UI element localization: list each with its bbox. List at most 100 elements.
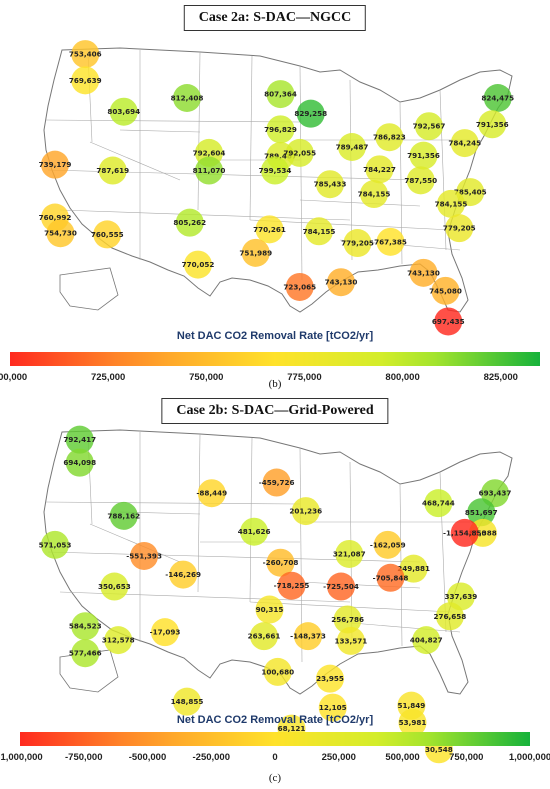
site-value-label: 792,417 bbox=[63, 435, 96, 444]
site-marker bbox=[478, 110, 507, 139]
colorbar-tick-label: -500,000 bbox=[128, 752, 167, 763]
colorbar-label: Net DAC CO2 Removal Rate [tCO2/yr] bbox=[176, 714, 374, 726]
site-value-label: 799,534 bbox=[259, 166, 292, 175]
site-marker bbox=[71, 40, 100, 69]
site-value-label: 787,550 bbox=[404, 176, 437, 185]
site-value-label: 785,433 bbox=[314, 180, 347, 189]
site-value-label: -148,373 bbox=[290, 632, 326, 641]
panel-caption: (c) bbox=[268, 772, 282, 784]
site-marker bbox=[71, 639, 100, 668]
us-map: 792,417 694,098 788,162 -88,449 -459,726 201,… bbox=[39, 425, 513, 764]
site-value-label: 148,855 bbox=[171, 697, 204, 706]
site-value-label: 201,236 bbox=[289, 507, 322, 516]
site-marker bbox=[173, 687, 201, 716]
state-border bbox=[249, 55, 253, 221]
site-marker bbox=[93, 220, 122, 249]
colorbar-tick-label: 1,000,000 bbox=[508, 752, 550, 763]
site-marker bbox=[266, 548, 295, 577]
site-value-label: 337,639 bbox=[445, 592, 478, 601]
site-value-label: 807,364 bbox=[264, 90, 297, 99]
site-value-label: 770,052 bbox=[182, 260, 215, 269]
site-marker bbox=[467, 498, 496, 527]
site-marker bbox=[294, 622, 322, 651]
site-value-label: 784,155 bbox=[435, 199, 468, 208]
site-marker bbox=[98, 156, 127, 185]
state-border bbox=[45, 501, 301, 505]
site-value-label: 803,694 bbox=[107, 107, 140, 116]
site-marker bbox=[424, 489, 453, 518]
state-border bbox=[89, 523, 181, 563]
state-border bbox=[197, 51, 201, 211]
site-marker bbox=[376, 563, 405, 592]
colorbar bbox=[20, 732, 530, 746]
colorbar-tick-label: 800,000 bbox=[385, 372, 420, 383]
site-marker bbox=[336, 626, 365, 655]
site-marker bbox=[266, 80, 295, 109]
site-marker bbox=[240, 517, 269, 546]
site-value-label: 767,385 bbox=[374, 237, 407, 246]
site-value-label: 584,523 bbox=[69, 622, 102, 631]
site-value-label: 760,992 bbox=[39, 213, 72, 222]
site-marker bbox=[255, 215, 284, 244]
site-marker bbox=[285, 138, 314, 167]
site-value-label: 571,053 bbox=[39, 540, 72, 549]
site-value-label: 51,849 bbox=[398, 701, 426, 710]
site-marker bbox=[71, 612, 100, 641]
colorbar-tick-label: 750,000 bbox=[449, 752, 484, 763]
site-value-label: 350,653 bbox=[98, 582, 131, 591]
colorbar-tick-label: 825,000 bbox=[483, 372, 518, 383]
site-marker bbox=[109, 501, 138, 530]
site-value-label: 753,406 bbox=[69, 50, 102, 59]
site-value-label: 851,697 bbox=[465, 508, 498, 517]
site-value-label: -725,504 bbox=[323, 582, 359, 591]
site-value-label: 697,435 bbox=[432, 317, 465, 326]
panel-title: Case 2b: S-DAC—Grid-Powered bbox=[161, 398, 389, 424]
colorbar-tick-label: -750,000 bbox=[64, 752, 103, 763]
site-marker bbox=[46, 219, 75, 248]
site-value-label: -17,093 bbox=[150, 628, 181, 637]
site-value-label: 249,881 bbox=[397, 564, 430, 573]
site-marker bbox=[318, 693, 347, 722]
site-value-label: 811,070 bbox=[193, 166, 226, 175]
state-border bbox=[249, 219, 453, 231]
site-value-label: 791,356 bbox=[476, 120, 509, 129]
site-value-label: 792,055 bbox=[283, 148, 316, 157]
site-value-label: 739,179 bbox=[39, 160, 72, 169]
colorbar-label: Net DAC CO2 Removal Rate [tCO2/yr] bbox=[176, 330, 374, 342]
site-value-label: 784,155 bbox=[303, 227, 336, 236]
site-marker bbox=[409, 141, 438, 170]
site-value-label: 256,786 bbox=[331, 615, 364, 624]
site-marker bbox=[130, 541, 159, 570]
site-marker bbox=[431, 276, 460, 305]
site-value-label: 784,245 bbox=[448, 139, 481, 148]
site-value-label: 481,626 bbox=[238, 527, 271, 536]
site-value-label: -88,449 bbox=[196, 489, 227, 498]
state-border bbox=[59, 209, 351, 221]
site-value-label: 770,261 bbox=[253, 225, 286, 234]
site-value-label: 787,619 bbox=[96, 166, 129, 175]
colorbar-tick-label: 500,000 bbox=[385, 752, 420, 763]
site-value-label: 796,829 bbox=[264, 125, 297, 134]
colorbar-tick-label: 750,000 bbox=[189, 372, 224, 383]
colorbar-tick-label: -1,000,000 bbox=[0, 752, 43, 763]
site-value-label: 792,604 bbox=[193, 148, 226, 157]
us-map: 753,406 769,639 803,694 812,408 807,364 829,2… bbox=[39, 40, 514, 336]
site-value-label: 784,155 bbox=[358, 190, 391, 199]
site-marker bbox=[316, 664, 344, 693]
site-marker bbox=[415, 112, 443, 141]
site-value-label: 784,227 bbox=[363, 165, 396, 174]
site-value-label: 812,408 bbox=[171, 94, 204, 103]
site-marker bbox=[296, 99, 325, 128]
site-value-label: 792,567 bbox=[413, 122, 446, 131]
site-value-label: 30,548 bbox=[425, 745, 453, 754]
site-marker bbox=[65, 448, 94, 477]
site-value-label: 760,555 bbox=[91, 230, 124, 239]
site-marker bbox=[255, 595, 284, 624]
site-value-label: 829,258 bbox=[294, 109, 327, 118]
site-value-label: 779,205 bbox=[443, 224, 476, 233]
site-value-label: 23,955 bbox=[316, 674, 344, 683]
site-value-label: 743,130 bbox=[407, 268, 440, 277]
site-marker bbox=[291, 497, 320, 526]
site-marker bbox=[437, 189, 465, 218]
site-marker bbox=[41, 530, 69, 559]
